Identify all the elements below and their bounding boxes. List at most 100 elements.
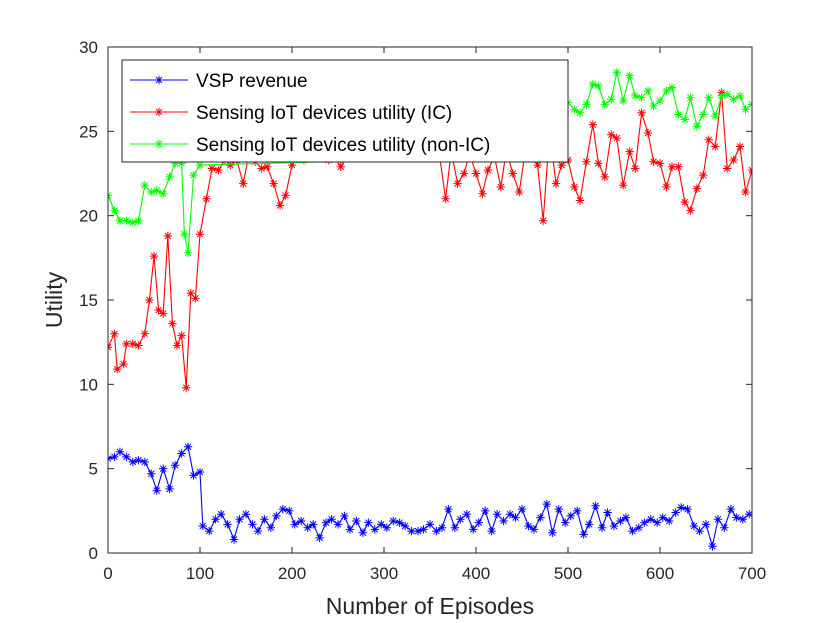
series-1-point: [738, 515, 747, 524]
x-tick-label: 100: [186, 564, 214, 583]
series-1-point: [165, 484, 174, 494]
series-1-point: [110, 452, 119, 462]
series-1-point: [333, 520, 343, 529]
series-2-point: [612, 133, 621, 143]
series-2-point: [619, 181, 628, 190]
series-2-point: [722, 164, 732, 173]
series-1-point: [432, 526, 441, 536]
series-1-point: [683, 504, 692, 514]
series-3-point: [147, 187, 156, 197]
series-3-point: [594, 81, 603, 90]
series-2-point: [239, 179, 248, 188]
series-1-point: [248, 520, 257, 529]
y-axis-label: Utility: [41, 271, 67, 328]
legend-marker: [154, 75, 164, 85]
series-2-point: [478, 189, 487, 198]
series-1-point: [609, 521, 619, 531]
series-1-point: [211, 515, 220, 524]
series-1-point: [603, 508, 612, 517]
series-2-point: [186, 289, 195, 298]
series-1-point: [554, 504, 563, 514]
series-1-point: [653, 518, 662, 527]
series-1-point: [542, 499, 552, 509]
series-2-point: [159, 309, 168, 318]
series-1-point: [140, 457, 149, 467]
series-2-point: [110, 329, 119, 338]
series-1-point: [548, 528, 557, 537]
series-1-point: [128, 457, 138, 467]
y-tick-label: 5: [89, 460, 98, 479]
series-2-point: [551, 179, 561, 188]
series-3-point: [711, 111, 720, 121]
series-1-point: [689, 521, 699, 531]
series-1-point: [297, 516, 306, 526]
series-1-point: [308, 520, 318, 529]
series-2-point: [163, 231, 172, 241]
series-3-point: [625, 71, 634, 80]
series-1-point: [382, 523, 391, 532]
series-3-point: [152, 186, 161, 195]
y-tick-label: 30: [79, 38, 98, 57]
series-2-point: [630, 164, 640, 173]
series-2-point: [686, 206, 695, 215]
series-1: [108, 442, 752, 551]
series-2-point: [594, 159, 603, 168]
series-3-point: [159, 189, 168, 198]
series-2-point: [729, 155, 738, 165]
series-2-point: [226, 160, 235, 170]
series-3-point: [630, 91, 640, 101]
series-2-point: [711, 142, 720, 151]
series-1-point: [327, 515, 336, 524]
series-1-point: [481, 506, 490, 516]
series-1-point: [695, 526, 704, 536]
series-2-point: [735, 142, 745, 151]
series-3-point: [115, 216, 125, 225]
series-1-point: [395, 518, 404, 527]
x-tick-label: 700: [738, 564, 766, 583]
series-3-point: [649, 101, 658, 111]
series-1-point: [278, 504, 287, 514]
series-2-point: [557, 160, 566, 170]
series-1-point: [272, 511, 281, 521]
series-1-point: [720, 523, 729, 532]
series-2-point: [662, 182, 671, 192]
series-1-point: [732, 513, 741, 522]
series-2-point: [533, 160, 542, 170]
legend-entry-2: Sensing IoT devices utility (IC): [130, 103, 452, 124]
series-1-point: [253, 526, 263, 536]
series-1-point: [584, 520, 594, 529]
series-3-point: [619, 96, 628, 106]
series-1-point: [122, 452, 131, 462]
series-3-point: [177, 159, 186, 168]
series-1-point: [413, 526, 423, 536]
series-1-point: [658, 513, 667, 522]
x-tick-label: 200: [278, 564, 306, 583]
series-1-point: [290, 520, 299, 529]
series-1-point: [223, 520, 232, 529]
series-2-point: [625, 147, 634, 156]
series-1-point: [437, 523, 447, 532]
series-2-point: [122, 339, 131, 349]
series-1-point: [340, 511, 349, 521]
series-1-point: [198, 521, 207, 531]
series-1-point: [517, 504, 527, 514]
series-2-point: [453, 179, 462, 188]
series-2-point: [119, 359, 128, 369]
series-3-point: [575, 108, 585, 117]
series-2-point: [269, 179, 278, 188]
series-1-point: [499, 516, 508, 526]
series-3-point: [735, 91, 745, 101]
series-2-point: [600, 172, 609, 182]
series-1-point: [370, 525, 379, 534]
series-3-point: [189, 170, 198, 180]
series-2-point: [704, 135, 713, 144]
axes-layer: 0 100 200 300 400 500 600 700 0 5 10 15 20 25 30 Number…: [41, 38, 766, 619]
series-1-point: [665, 516, 674, 526]
legend-label: Sensing IoT devices utility (IC): [196, 103, 452, 124]
series-2-point: [496, 182, 506, 192]
series-1-point: [591, 501, 600, 510]
series-3-point: [134, 216, 143, 225]
series-2-point: [649, 157, 658, 166]
legend-entry-3: Sensing IoT devices utility (non-IC): [130, 135, 490, 156]
series-2-point: [570, 182, 579, 192]
